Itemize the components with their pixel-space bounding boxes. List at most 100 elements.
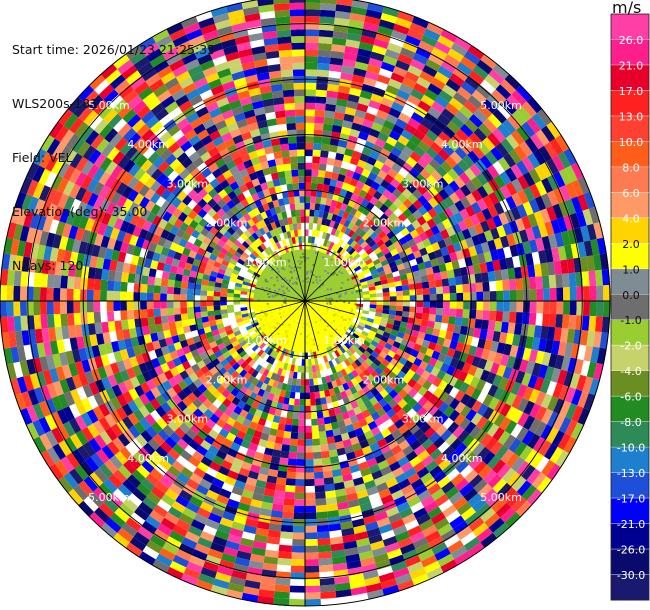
range-gate <box>497 430 511 445</box>
range-gate <box>208 512 222 524</box>
range-gate <box>288 371 294 379</box>
range-gate <box>298 412 305 420</box>
range-gate <box>305 545 319 553</box>
range-gate <box>370 370 380 379</box>
range-gate <box>251 377 260 387</box>
range-gate <box>305 169 312 177</box>
range-gate <box>299 405 305 413</box>
range-gate <box>326 381 334 390</box>
range-gate <box>477 104 493 119</box>
range-gate <box>333 434 343 443</box>
range-gate <box>397 135 410 146</box>
near-field-speckle <box>351 308 354 311</box>
range-gate <box>391 226 401 236</box>
range-gate <box>526 117 541 134</box>
range-gate <box>188 318 196 326</box>
range-gate <box>360 198 370 208</box>
range-gate <box>23 374 34 392</box>
range-gate <box>160 517 176 531</box>
range-gate <box>314 203 321 211</box>
range-gate <box>234 374 244 383</box>
range-gate <box>432 409 444 421</box>
range-gate <box>424 427 436 439</box>
range-gate <box>530 133 545 150</box>
range-gate <box>505 134 520 150</box>
range-gate <box>431 242 441 252</box>
range-gate <box>60 275 68 289</box>
range-gate <box>476 291 484 301</box>
range-gate <box>420 554 438 568</box>
range-gate <box>20 271 29 287</box>
near-field-speckle <box>288 265 291 268</box>
range-gate <box>408 423 420 435</box>
range-gate <box>283 498 295 506</box>
range-gate <box>119 369 130 382</box>
colorbar-tick-label: -2.0 <box>620 340 641 353</box>
range-gate <box>231 521 246 532</box>
range-gate <box>216 565 233 577</box>
range-gate <box>211 345 220 354</box>
range-gate <box>194 418 206 430</box>
range-gate <box>535 350 545 365</box>
near-field-speckle <box>301 280 304 283</box>
range-gate <box>189 324 198 332</box>
range-gate <box>383 375 393 385</box>
range-gate <box>427 207 438 219</box>
range-gate <box>540 325 549 340</box>
range-gate <box>305 585 321 593</box>
range-gate <box>493 387 505 401</box>
range-gate <box>277 171 286 179</box>
range-gate <box>351 0 369 10</box>
range-gate <box>168 321 177 330</box>
range-gate <box>344 148 354 157</box>
range-gate <box>32 419 46 437</box>
range-gate <box>200 284 208 291</box>
range-gate <box>276 164 285 173</box>
range-gate <box>210 506 225 518</box>
near-field-speckle <box>347 278 350 281</box>
range-gate <box>239 409 249 419</box>
range-gate <box>498 376 509 390</box>
range-gate <box>388 130 401 141</box>
range-gate <box>427 83 443 96</box>
range-gate <box>176 400 188 412</box>
range-gate <box>169 431 182 444</box>
range-gate <box>337 239 344 247</box>
range-gate <box>528 276 537 290</box>
range-gate <box>145 425 158 439</box>
range-gate <box>459 208 470 221</box>
range-gate <box>353 280 361 286</box>
range-gate <box>481 319 489 330</box>
range-gate <box>459 266 468 277</box>
range-gate <box>272 415 281 424</box>
range-gate <box>496 247 506 260</box>
range-gate <box>407 193 418 205</box>
near-field-speckle <box>329 301 332 304</box>
range-gate <box>294 499 305 506</box>
near-field-speckle <box>336 306 339 309</box>
range-gate <box>372 258 381 266</box>
range-gate <box>366 486 379 496</box>
range-gate <box>233 265 242 272</box>
range-gate <box>313 136 323 144</box>
near-field-speckle <box>304 342 307 345</box>
range-gate <box>216 322 225 330</box>
range-gate <box>169 242 179 252</box>
range-gate <box>402 383 413 394</box>
range-gate <box>586 255 596 272</box>
range-gate <box>106 441 120 456</box>
range-gate <box>68 362 79 377</box>
range-gate <box>398 478 411 490</box>
range-gate <box>463 292 470 301</box>
range-gate <box>428 431 441 444</box>
range-gate <box>380 465 392 477</box>
range-gate <box>570 343 580 359</box>
range-gate <box>72 213 83 228</box>
range-gate <box>285 478 296 486</box>
range-gate <box>127 412 140 426</box>
range-gate <box>482 137 496 152</box>
range-gate <box>398 268 407 276</box>
range-gate <box>49 340 59 355</box>
range-gate <box>358 346 366 354</box>
range-gate <box>282 89 295 98</box>
